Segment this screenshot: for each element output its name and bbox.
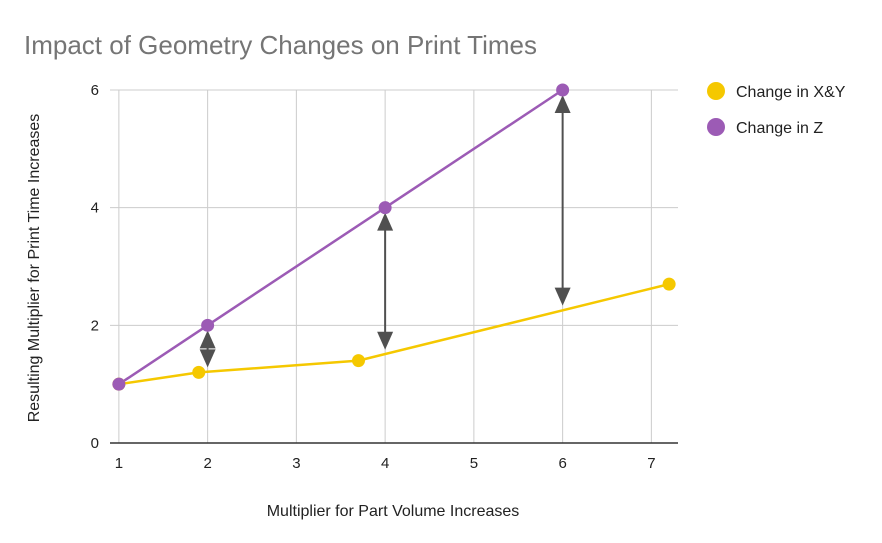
y-tick-label: 2 [91,317,99,334]
series-line-1 [118,88,564,386]
chart-title: Impact of Geometry Changes on Print Time… [24,30,537,60]
arrow-head-down [377,331,394,350]
legend-item: Change in X&Y [707,82,846,101]
double-arrow [554,95,571,306]
data-point [352,354,365,368]
x-tick-label: 1 [115,455,123,472]
arrow-head-down [199,349,216,368]
x-tick-label: 4 [381,455,389,472]
legend-marker [707,118,725,136]
x-tick-label: 2 [203,455,211,472]
annotation-arrows [199,95,571,368]
arrow-head-up [377,212,394,231]
legend-label: Change in X&Y [736,84,846,101]
legend-label: Change in Z [736,120,823,137]
x-tick-label: 6 [558,455,566,472]
x-tick-label: 7 [647,455,655,472]
legend: Change in X&Y Change in Z [707,82,846,137]
series-points [112,83,676,391]
x-axis-label: Multiplier for Part Volume Increases [267,503,520,520]
series-line-0 [118,282,670,386]
y-axis-ticks: 0 2 4 6 [91,82,99,452]
y-tick-label: 6 [91,82,99,99]
data-point [112,377,126,391]
arrow-head-up [554,95,571,113]
data-point [192,365,206,379]
grid [110,89,678,443]
arrow-head-up [199,330,216,349]
data-point [201,318,215,332]
data-point [662,277,676,291]
x-axis-ticks: 1 2 3 4 5 6 7 [115,455,656,472]
x-tick-label: 3 [292,455,300,472]
data-point [378,201,392,215]
y-tick-label: 4 [91,200,99,217]
legend-item: Change in Z [707,118,823,137]
data-point [556,83,570,97]
x-tick-label: 5 [470,455,478,472]
arrow-head-down [554,287,571,306]
double-arrow [377,212,394,350]
series-lines [118,88,670,386]
y-tick-label: 0 [91,435,99,452]
legend-marker [707,82,725,100]
double-arrow [199,330,216,368]
y-axis-label: Resulting Multiplier for Print Time Incr… [26,114,43,423]
